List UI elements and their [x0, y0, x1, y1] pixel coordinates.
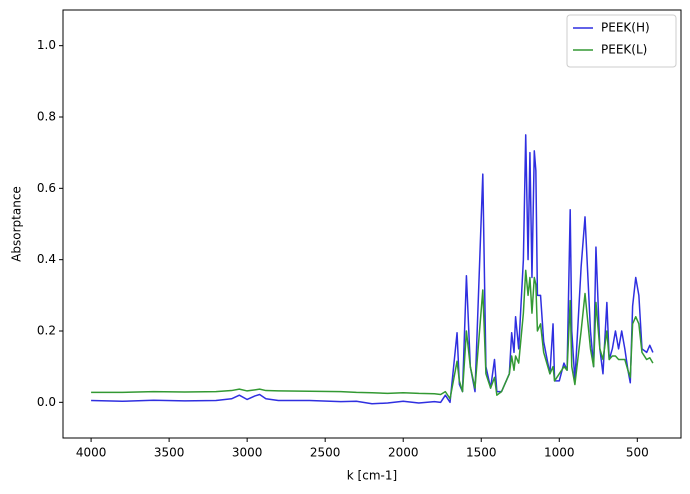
- legend-label: PEEK(L): [601, 43, 647, 57]
- x-tick-label: 3500: [154, 446, 185, 460]
- x-tick-label: 3000: [232, 446, 263, 460]
- legend-box: [566, 14, 677, 68]
- series-line: [91, 269, 654, 400]
- plot-frame: [62, 9, 682, 439]
- x-axis-label: k [cm-1]: [347, 469, 397, 483]
- y-tick-label: 0.8: [37, 110, 56, 124]
- y-tick-label: 0.0: [37, 395, 56, 409]
- x-tick-label: 500: [626, 446, 649, 460]
- y-tick-label: 0.4: [37, 252, 56, 266]
- x-tick-label: 2000: [388, 446, 419, 460]
- x-tick-label: 1000: [544, 446, 575, 460]
- y-axis-label: Absorptance: [10, 186, 24, 262]
- y-tick-label: 1.0: [37, 38, 56, 52]
- legend-label: PEEK(H): [601, 21, 650, 35]
- x-tick-label: 4000: [76, 446, 107, 460]
- y-tick-label: 0.6: [37, 181, 56, 195]
- x-tick-label: 1500: [466, 446, 497, 460]
- y-tick-label: 0.2: [37, 324, 56, 338]
- series-line: [91, 134, 654, 405]
- x-tick-label: 2500: [310, 446, 341, 460]
